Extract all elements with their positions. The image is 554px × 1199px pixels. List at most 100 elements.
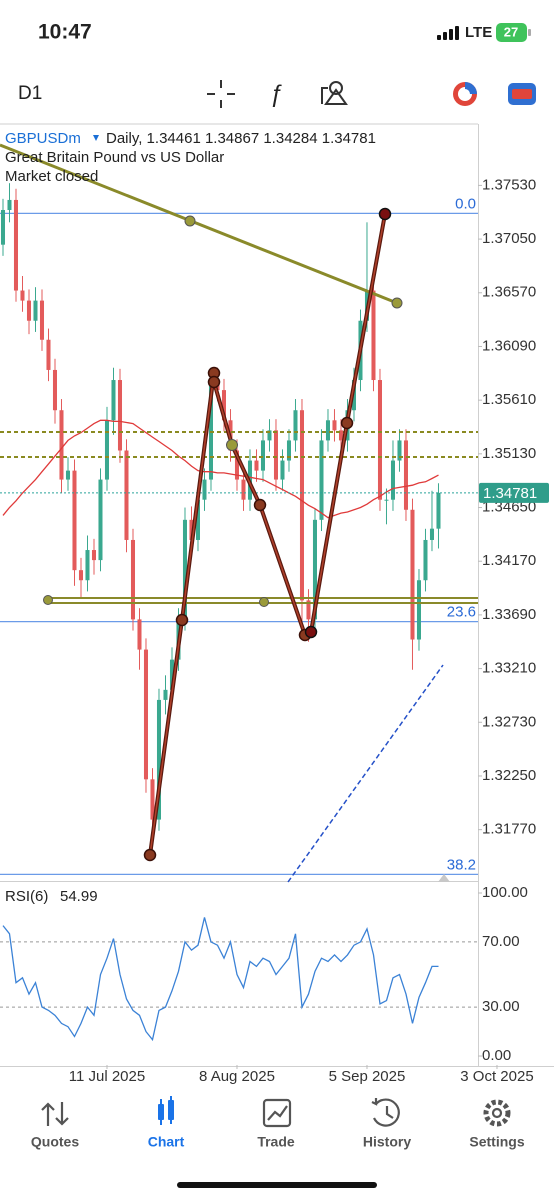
candle-body — [332, 420, 337, 431]
x-tick-label: 11 Jul 2025 — [69, 1068, 145, 1085]
candle-body — [403, 440, 408, 510]
nav-label[interactable]: Settings — [469, 1134, 524, 1150]
nav-label[interactable]: Trade — [257, 1134, 295, 1150]
candle-body — [410, 509, 415, 640]
signal — [437, 26, 459, 40]
candle-body — [111, 380, 116, 421]
candle-body — [85, 550, 90, 581]
x-tick-label: 8 Aug 2025 — [199, 1068, 275, 1085]
y-tick-label: 1.31770 — [482, 821, 536, 838]
candle-body — [20, 290, 25, 301]
candle-body — [39, 300, 45, 340]
candle-body — [234, 450, 239, 480]
trade-button[interactable] — [508, 83, 536, 105]
rsi-title: RSI(6) — [5, 888, 48, 905]
candle-body — [91, 550, 97, 561]
objects-button[interactable] — [321, 81, 348, 105]
y-tick-label: 100.00 — [482, 884, 528, 901]
crosshair-button[interactable] — [207, 80, 235, 108]
x-tick-label: 5 Sep 2025 — [329, 1068, 406, 1085]
candle-body — [156, 699, 162, 820]
moving-average — [2, 419, 439, 519]
candle-body — [221, 390, 227, 421]
y-tick-label: 1.35130 — [482, 445, 536, 462]
quotes-icon[interactable] — [41, 1102, 69, 1126]
rsi-line — [2, 917, 439, 1042]
nav-label[interactable]: Chart — [148, 1134, 185, 1150]
candle-body — [98, 479, 103, 561]
candle-body — [241, 479, 246, 500]
candle-body — [143, 649, 149, 780]
settings-icon[interactable] — [483, 1099, 511, 1127]
network: LTE — [465, 24, 492, 41]
candle-body — [319, 440, 324, 520]
candle-body — [286, 440, 291, 461]
y-tick-label: 1.37050 — [482, 230, 536, 247]
y-tick-label: 1.37530 — [482, 176, 536, 193]
account-button[interactable] — [453, 82, 477, 106]
candle-body — [260, 440, 265, 471]
y-tick-label: 0.00 — [482, 1047, 511, 1064]
y-tick-label: 1.32250 — [482, 767, 536, 784]
chart-frame — [0, 123, 554, 1067]
history-icon[interactable] — [371, 1098, 400, 1127]
candle-body — [7, 199, 12, 211]
candle-body — [117, 380, 123, 451]
candle-body — [390, 460, 395, 500]
candle-body — [312, 519, 317, 620]
timeframe[interactable]: D1 — [18, 83, 42, 104]
rsi-value: 54.99 — [60, 888, 98, 905]
candle-body — [130, 539, 136, 620]
candle-body — [52, 369, 58, 411]
y-tick-label: 1.36570 — [482, 284, 536, 301]
candle-body — [182, 519, 188, 620]
current-price-label: 1.34781 — [483, 485, 537, 502]
candle-body — [150, 779, 155, 820]
nav-label[interactable]: History — [363, 1134, 411, 1150]
clock: 10:47 — [38, 21, 92, 44]
candle-body — [202, 479, 207, 500]
y-tick-label: 1.33210 — [482, 660, 536, 677]
chart-header: GBPUSDm Daily, 1.34461 1.34867 1.34284 1… — [5, 130, 376, 905]
battery-tip — [528, 29, 531, 36]
symbol[interactable]: GBPUSDm — [5, 130, 81, 147]
fib-label: 0.0 — [455, 195, 476, 212]
price-plot — [0, 183, 482, 876]
current-price-box — [479, 482, 549, 503]
battery — [496, 23, 527, 42]
candle-body — [371, 290, 376, 381]
candle-body — [306, 600, 311, 620]
rsi-plot: 100.00 70.00 30.00 0.00 11 Jul 2025 8 Aug 202… — [0, 884, 534, 1085]
description: Great Britain Pound vs US Dollar — [5, 149, 224, 166]
chart-icon[interactable] — [158, 1096, 174, 1125]
bottom-nav: Quotes Chart Trade History Settings — [31, 1096, 525, 1150]
candle-body — [423, 539, 428, 581]
x-tick-label: 3 Oct 2025 — [460, 1068, 533, 1085]
trade-icon[interactable] — [262, 1098, 292, 1128]
candle-body — [280, 460, 285, 480]
candle-body — [208, 380, 214, 480]
candle-body — [13, 199, 19, 291]
candle-body — [195, 499, 201, 540]
indicators-button[interactable]: ƒ — [269, 80, 282, 107]
candle-body — [293, 410, 298, 441]
candle-body — [0, 210, 6, 245]
candle-body — [169, 659, 175, 690]
candle-body — [124, 450, 129, 540]
nav-label[interactable]: Quotes — [31, 1134, 79, 1150]
candle-body — [384, 499, 389, 501]
candle-body — [436, 492, 441, 529]
y-tick-label: 1.35610 — [482, 391, 536, 408]
candle-body — [65, 470, 71, 480]
y-tick-label: 1.34170 — [482, 552, 536, 569]
market-status: Market closed — [5, 168, 98, 185]
candle-body — [163, 689, 168, 700]
candle-body — [104, 420, 110, 480]
candle-body — [59, 410, 64, 480]
candle-body — [46, 339, 51, 370]
candle-body — [72, 470, 77, 571]
candle-body — [33, 300, 38, 321]
candle-body — [429, 528, 434, 540]
symbol-dropdown[interactable] — [93, 135, 99, 141]
